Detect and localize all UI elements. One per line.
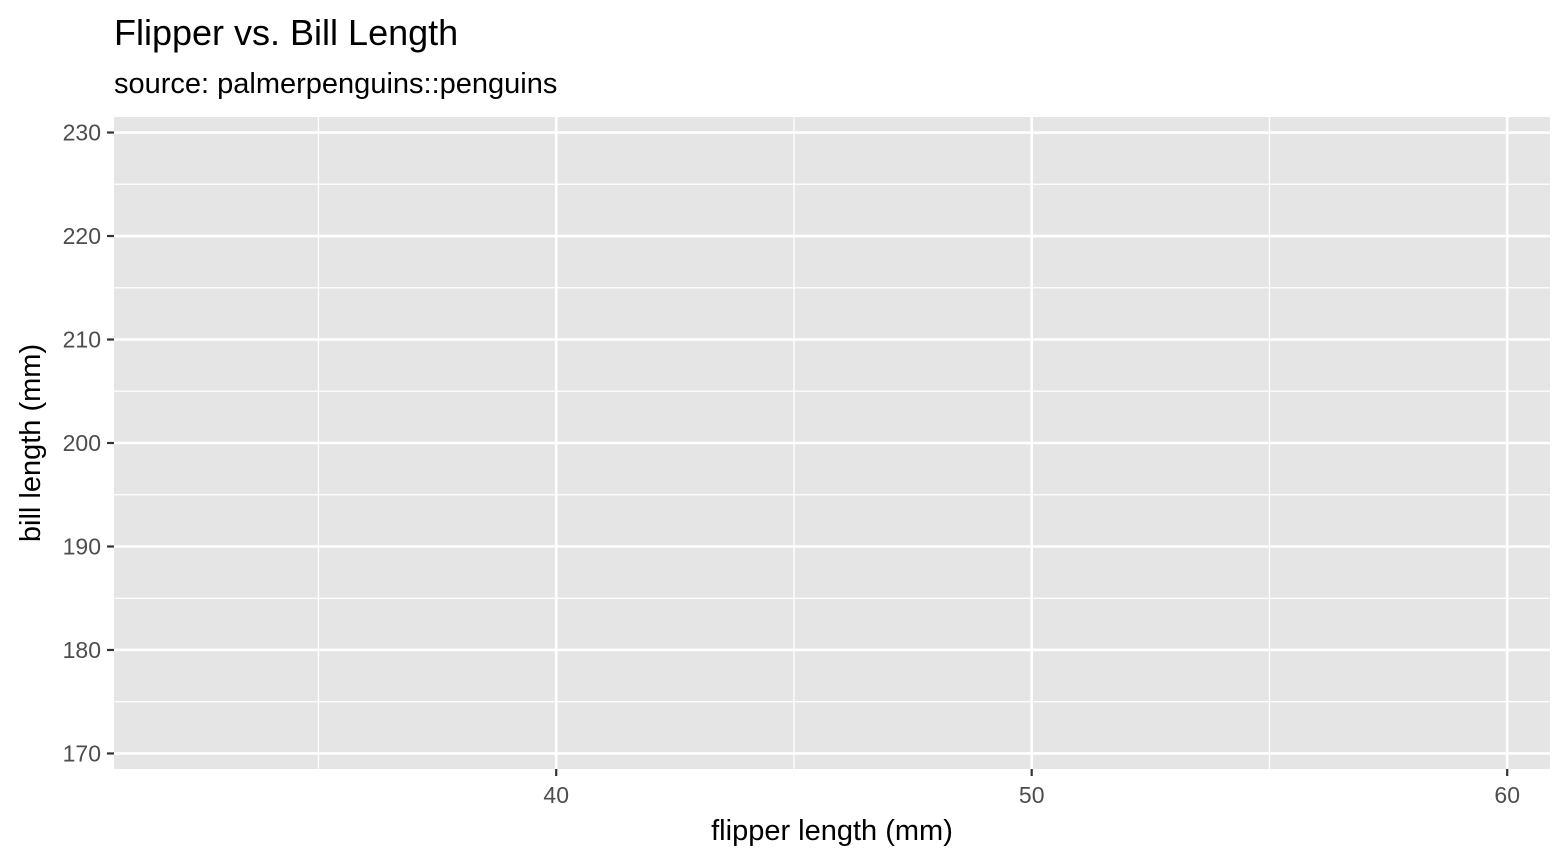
x-axis: 40 50 60 [543,769,1520,808]
y-tick-label: 210 [63,327,101,353]
y-tick-label: 170 [63,740,101,766]
y-tick-label: 180 [63,637,101,663]
chart-title: Flipper vs. Bill Length [114,12,458,53]
y-tick-label: 230 [63,120,101,146]
x-tick-label: 60 [1494,782,1520,808]
chart-subtitle: source: palmerpenguins::penguins [114,68,557,100]
x-tick-label: 40 [543,782,569,808]
y-tick-label: 190 [63,533,101,559]
major-gridlines [114,117,1550,769]
x-axis-title: flipper length (mm) [711,815,953,847]
y-axis: 170 180 190 200 210 220 230 [63,120,114,766]
y-tick-label: 200 [63,430,101,456]
y-tick-label: 220 [63,223,101,249]
x-tick-label: 50 [1019,782,1045,808]
y-axis-title: bill length (mm) [15,344,47,542]
